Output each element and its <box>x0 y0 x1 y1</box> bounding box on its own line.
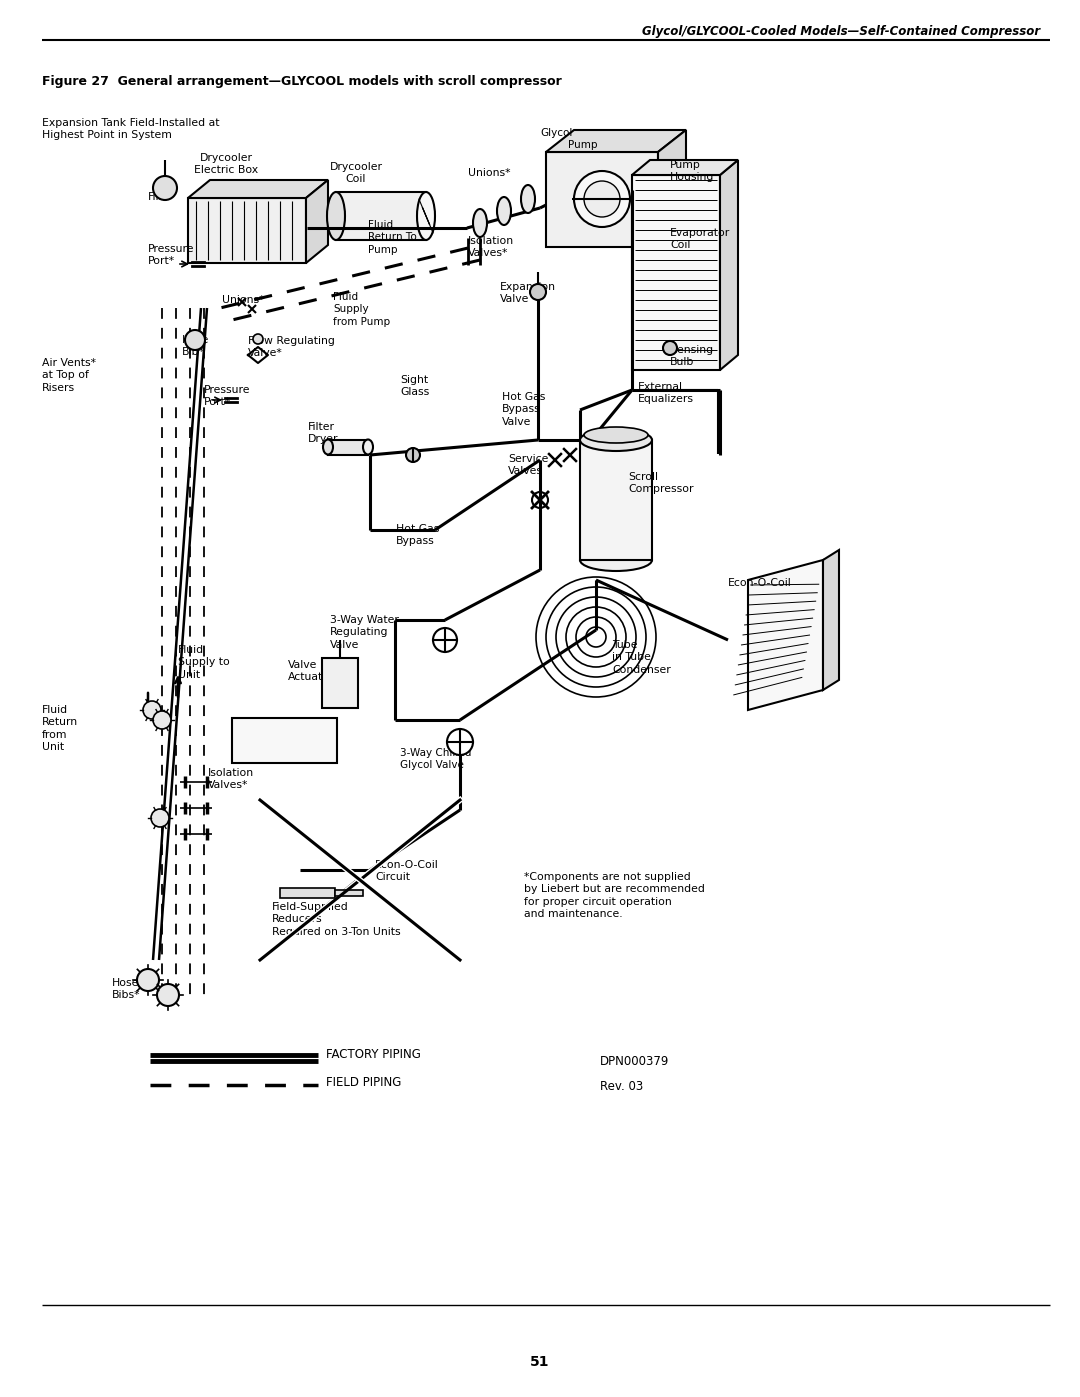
Polygon shape <box>306 180 328 263</box>
Text: Fluid
Supply
from Pump: Fluid Supply from Pump <box>333 292 390 327</box>
Text: Pump: Pump <box>568 140 597 149</box>
Text: Expansion
Valve: Expansion Valve <box>500 282 556 305</box>
Ellipse shape <box>473 210 487 237</box>
Polygon shape <box>632 161 738 175</box>
Text: Unions*: Unions* <box>468 168 511 177</box>
Text: Pressure
Port*: Pressure Port* <box>204 386 251 408</box>
Text: Sensing
Bulb: Sensing Bulb <box>670 345 713 367</box>
Circle shape <box>447 729 473 754</box>
Text: Hose
Bib*: Hose Bib* <box>183 335 210 358</box>
Text: Valve
Actuator: Valve Actuator <box>288 659 335 682</box>
Circle shape <box>151 809 168 827</box>
Ellipse shape <box>497 197 511 225</box>
Text: FIELD PIPING: FIELD PIPING <box>326 1076 402 1088</box>
Bar <box>328 440 368 455</box>
Text: Scroll
Compressor: Scroll Compressor <box>627 472 693 495</box>
Circle shape <box>530 284 546 300</box>
Text: Fluid
Return To
Pump: Fluid Return To Pump <box>368 219 417 254</box>
Text: FACTORY PIPING: FACTORY PIPING <box>326 1049 421 1062</box>
Bar <box>232 718 337 763</box>
Circle shape <box>153 176 177 200</box>
Circle shape <box>573 170 630 226</box>
Circle shape <box>185 330 205 351</box>
Polygon shape <box>748 560 823 710</box>
Text: Pump
Housing: Pump Housing <box>670 161 714 183</box>
Text: Drycooler
Coil: Drycooler Coil <box>329 162 382 184</box>
Text: Air Vents*
at Top of
Risers: Air Vents* at Top of Risers <box>42 358 96 393</box>
Text: *Components are not supplied
by Liebert but are recommended
for proper circuit o: *Components are not supplied by Liebert … <box>524 872 705 919</box>
Ellipse shape <box>580 429 652 451</box>
Ellipse shape <box>580 549 652 571</box>
Circle shape <box>157 983 179 1006</box>
Text: Econ-O-Cycle
Comparator: Econ-O-Cycle Comparator <box>238 725 311 747</box>
Text: Pressure
Port*: Pressure Port* <box>148 244 194 267</box>
Ellipse shape <box>363 440 373 454</box>
Text: Unions*: Unions* <box>222 295 265 305</box>
Ellipse shape <box>323 440 333 454</box>
Polygon shape <box>188 198 306 263</box>
Polygon shape <box>580 440 652 560</box>
Text: Sight
Glass: Sight Glass <box>400 374 429 397</box>
Circle shape <box>143 701 161 719</box>
Ellipse shape <box>327 191 345 240</box>
Text: Hose
Bibs*: Hose Bibs* <box>112 978 140 1000</box>
Circle shape <box>253 334 264 344</box>
Polygon shape <box>188 180 328 198</box>
Circle shape <box>153 711 171 729</box>
Text: Filter
Dryer: Filter Dryer <box>308 422 338 444</box>
Text: Tube
in Tube
Condenser: Tube in Tube Condenser <box>612 640 671 675</box>
Circle shape <box>406 448 420 462</box>
Text: Isolation
Valves*: Isolation Valves* <box>468 236 514 258</box>
Polygon shape <box>658 130 686 247</box>
Text: Glycol/GLYCOOL-Cooled Models—Self-Contained Compressor: Glycol/GLYCOOL-Cooled Models—Self-Contai… <box>642 25 1040 38</box>
Circle shape <box>663 341 677 355</box>
Polygon shape <box>823 550 839 690</box>
Bar <box>280 888 335 898</box>
Text: Isolation
Valves*: Isolation Valves* <box>208 768 254 791</box>
Text: 3-Way Water
Regulating
Valve: 3-Way Water Regulating Valve <box>330 615 399 650</box>
Text: Glycol: Glycol <box>541 129 573 138</box>
Text: Fluid
Supply to
Unit: Fluid Supply to Unit <box>178 645 230 680</box>
Text: Field-Supplied
Reducers
Required on 3-Ton Units: Field-Supplied Reducers Required on 3-To… <box>272 902 401 937</box>
Text: Econ-O-Coil: Econ-O-Coil <box>728 578 792 588</box>
Text: DPN000379: DPN000379 <box>600 1055 670 1067</box>
Ellipse shape <box>584 427 648 443</box>
Bar <box>322 658 357 708</box>
Text: Service
Valves: Service Valves <box>508 454 549 476</box>
Ellipse shape <box>521 184 535 212</box>
Text: Fluid
Return
from
Unit: Fluid Return from Unit <box>42 705 78 752</box>
Text: Fill*: Fill* <box>148 191 167 203</box>
Circle shape <box>137 970 159 990</box>
Polygon shape <box>546 130 686 152</box>
Text: 51: 51 <box>530 1355 550 1369</box>
Circle shape <box>433 629 457 652</box>
Text: Expansion Tank Field-Installed at
Highest Point in System: Expansion Tank Field-Installed at Highes… <box>42 117 219 141</box>
Polygon shape <box>720 161 738 370</box>
Text: Hot Gas
Bypass: Hot Gas Bypass <box>396 524 440 546</box>
Polygon shape <box>546 152 658 247</box>
Text: Drycooler
Electric Box: Drycooler Electric Box <box>194 154 258 176</box>
Text: Evaporator
Coil: Evaporator Coil <box>670 228 730 250</box>
Text: Econ-O-Coil
Circuit: Econ-O-Coil Circuit <box>375 861 438 883</box>
Text: External
Equalizers: External Equalizers <box>638 381 694 404</box>
Bar <box>335 890 363 895</box>
Polygon shape <box>632 175 720 370</box>
Text: 3-Way Chilled
Glycol Valve: 3-Way Chilled Glycol Valve <box>400 747 471 770</box>
Text: Flow Regulating
Valve*: Flow Regulating Valve* <box>248 337 335 359</box>
Text: Hot Gas
Bypass
Valve: Hot Gas Bypass Valve <box>502 393 545 427</box>
Text: Figure 27  General arrangement—GLYCOOL models with scroll compressor: Figure 27 General arrangement—GLYCOOL mo… <box>42 75 562 88</box>
Ellipse shape <box>417 191 435 240</box>
Circle shape <box>584 182 620 217</box>
Bar <box>336 191 426 240</box>
Text: Rev. 03: Rev. 03 <box>600 1080 644 1092</box>
